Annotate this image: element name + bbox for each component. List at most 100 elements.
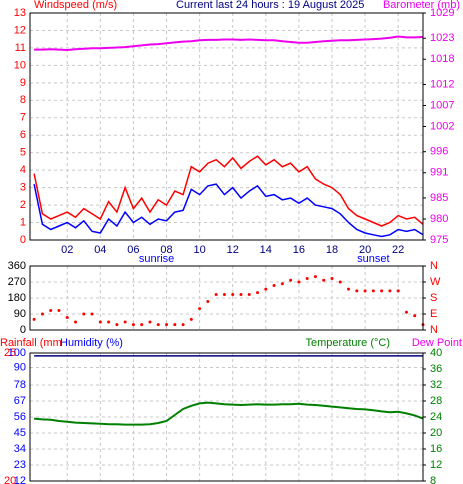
dot bbox=[181, 323, 185, 327]
y2-tick-label: 1018 bbox=[430, 53, 454, 65]
chart-title: Current last 24 hours : 19 August 2025 bbox=[176, 0, 364, 11]
y-tick-label: 8 bbox=[20, 94, 26, 106]
y2-tick-label: 985 bbox=[430, 192, 448, 204]
dot bbox=[82, 312, 86, 316]
y2-tick-label: 975 bbox=[430, 234, 448, 246]
dot bbox=[40, 312, 44, 316]
x-tick-label: 10 bbox=[193, 244, 205, 256]
y2-tick-label: 996 bbox=[430, 146, 448, 158]
rain-label: Rainfall (mm bbox=[0, 337, 62, 349]
dot bbox=[173, 323, 177, 327]
y2-tick-label: S bbox=[430, 292, 437, 304]
x-tick-label: 04 bbox=[94, 244, 106, 256]
y2-tick-label: 20 bbox=[430, 427, 442, 439]
dot bbox=[148, 320, 152, 324]
wind-label: Windspeed (m/s) bbox=[34, 0, 117, 11]
x-tick-label: 18 bbox=[326, 244, 338, 256]
dot bbox=[330, 276, 334, 280]
y-tick-label: 13 bbox=[14, 7, 26, 19]
y2-tick-label: 40 bbox=[430, 347, 442, 359]
dot bbox=[413, 314, 417, 318]
series-line bbox=[33, 183, 424, 238]
series-line bbox=[33, 155, 424, 227]
y-tick-label: 5 bbox=[20, 147, 26, 159]
dot bbox=[107, 320, 111, 324]
dot bbox=[363, 289, 367, 293]
annotation: sunrise bbox=[139, 253, 174, 265]
plot-area bbox=[30, 353, 423, 481]
dot bbox=[222, 292, 226, 296]
x-tick-label: 20 bbox=[359, 244, 371, 256]
dot bbox=[371, 289, 375, 293]
y2-tick-label: N bbox=[430, 260, 438, 272]
plot-border bbox=[29, 12, 424, 241]
dot bbox=[289, 278, 293, 282]
plot-area bbox=[30, 13, 423, 240]
x-tick-label: 16 bbox=[293, 244, 305, 256]
x-tick-label: 12 bbox=[227, 244, 239, 256]
y2-tick-label: W bbox=[430, 276, 441, 288]
dot bbox=[396, 289, 400, 293]
dot bbox=[123, 320, 127, 324]
plot-area bbox=[30, 266, 423, 330]
y-tick-label: 10 bbox=[14, 59, 26, 71]
y-tick-label: 0 bbox=[20, 234, 26, 246]
plot-border bbox=[29, 352, 424, 482]
dot bbox=[305, 276, 309, 280]
barometer-label: Barometer (mb) bbox=[383, 0, 460, 11]
y-tick-label: 11 bbox=[15, 42, 26, 54]
y2-tick-label: 1002 bbox=[430, 120, 454, 132]
y2-tick-label: E bbox=[430, 308, 437, 320]
dot bbox=[404, 310, 408, 314]
y-tick-label: 34 bbox=[14, 443, 26, 455]
x-tick-label: 14 bbox=[260, 244, 272, 256]
y-tick-label: 270 bbox=[8, 276, 26, 288]
dot bbox=[32, 317, 36, 321]
dot bbox=[131, 323, 135, 327]
y-tick-label: 7 bbox=[20, 112, 26, 124]
dot bbox=[90, 312, 94, 316]
dot bbox=[355, 289, 359, 293]
y-tick-label: 360 bbox=[8, 260, 26, 272]
y2-tick-label: 1012 bbox=[430, 78, 454, 90]
y-tick-label: 23 bbox=[14, 459, 26, 471]
y-tick-label: 1 bbox=[20, 216, 26, 228]
y-tick-label: 180 bbox=[8, 292, 26, 304]
dot bbox=[165, 323, 169, 327]
humidity-label: Humidity (%) bbox=[60, 337, 123, 349]
dot bbox=[140, 323, 144, 327]
rain-tick-label: 25 bbox=[4, 347, 16, 359]
y2-tick-label: 24 bbox=[430, 411, 442, 423]
dot bbox=[74, 320, 78, 324]
y-tick-label: 12 bbox=[14, 475, 26, 484]
y-tick-label: 67 bbox=[14, 395, 26, 407]
y-tick-label: 3 bbox=[20, 182, 26, 194]
dot bbox=[57, 308, 61, 312]
dot bbox=[156, 323, 160, 327]
y2-tick-label: 36 bbox=[430, 363, 442, 375]
dot bbox=[380, 289, 384, 293]
dot bbox=[388, 289, 392, 293]
y2-tick-label: 16 bbox=[430, 443, 442, 455]
dot bbox=[322, 278, 326, 282]
dot bbox=[256, 291, 260, 295]
y2-tick-label: 1007 bbox=[430, 99, 454, 111]
y-tick-label: 100 bbox=[8, 347, 26, 359]
dot bbox=[231, 292, 235, 296]
dot bbox=[214, 292, 218, 296]
y2-tick-label: 12 bbox=[430, 459, 442, 471]
dot bbox=[347, 287, 351, 291]
y2-tick-label: 1029 bbox=[430, 7, 454, 19]
y-tick-label: 90 bbox=[14, 308, 26, 320]
y2-tick-label: N bbox=[430, 324, 438, 336]
dot bbox=[189, 317, 193, 321]
dot bbox=[313, 275, 317, 279]
y2-tick-label: 980 bbox=[430, 213, 448, 225]
y2-tick-label: 991 bbox=[430, 167, 448, 179]
series-line bbox=[34, 35, 424, 52]
dot bbox=[264, 287, 268, 291]
y2-tick-label: 32 bbox=[430, 379, 442, 391]
dot bbox=[115, 323, 119, 327]
y-tick-label: 12 bbox=[14, 24, 26, 36]
